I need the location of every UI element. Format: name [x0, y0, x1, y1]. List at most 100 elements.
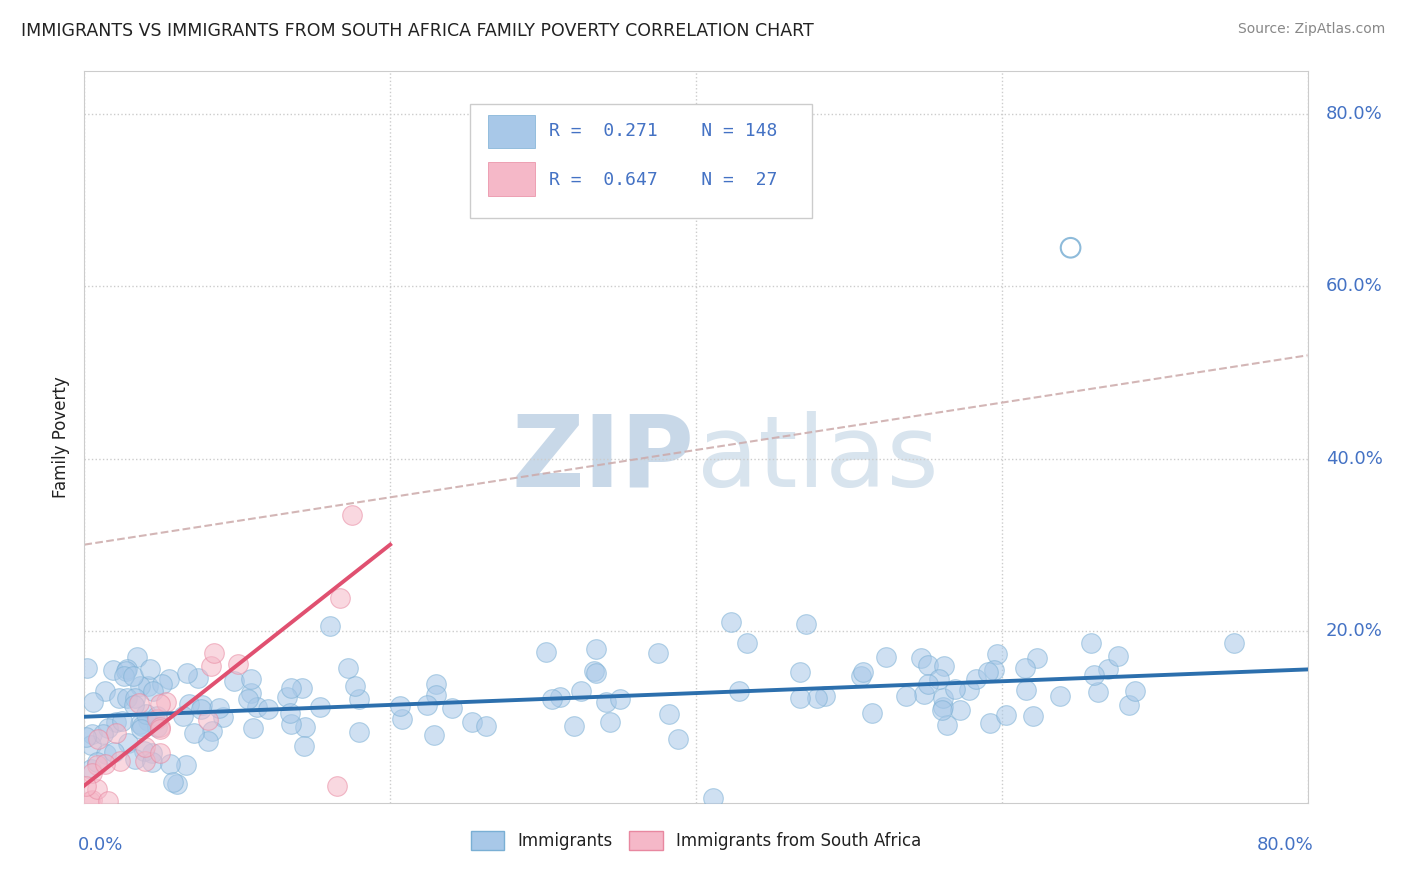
Point [86, 755, 108, 769]
Point [1107, 649, 1129, 664]
Point [548, 690, 571, 704]
Text: 80.0%: 80.0% [1257, 836, 1313, 854]
Point [569, 684, 592, 698]
Point [128, 679, 150, 693]
Point [127, 650, 149, 665]
Point [806, 691, 828, 706]
Point [111, 714, 134, 728]
Point [246, 700, 269, 714]
Point [122, 698, 145, 713]
Point [226, 657, 249, 672]
Point [141, 684, 163, 698]
Point [852, 665, 875, 679]
Point [131, 719, 153, 733]
Point [141, 746, 163, 760]
Point [423, 728, 446, 742]
Point [979, 715, 1001, 730]
Point [647, 646, 669, 660]
Point [389, 699, 412, 714]
Point [155, 695, 177, 709]
Point [932, 699, 955, 714]
Point [143, 714, 166, 728]
Point [849, 669, 872, 683]
Point [115, 661, 138, 675]
Point [325, 779, 347, 793]
Text: R =  0.647    N =  27: R = 0.647 N = 27 [550, 170, 778, 188]
Point [97, 794, 120, 808]
Point [1118, 698, 1140, 713]
Point [875, 650, 897, 665]
Point [108, 754, 131, 768]
Point [172, 708, 194, 723]
Point [416, 698, 439, 713]
Point [1083, 668, 1105, 682]
Point [425, 677, 447, 691]
Point [319, 618, 342, 632]
Point [82, 695, 104, 709]
Point [101, 663, 124, 677]
Text: Source: ZipAtlas.com: Source: ZipAtlas.com [1237, 22, 1385, 37]
Point [149, 746, 172, 760]
Point [202, 646, 225, 660]
Point [910, 650, 932, 665]
Point [936, 717, 959, 731]
Point [240, 686, 263, 700]
Point [166, 777, 188, 791]
FancyBboxPatch shape [470, 104, 813, 218]
Point [132, 744, 155, 758]
FancyBboxPatch shape [488, 162, 534, 195]
Text: 60.0%: 60.0% [1326, 277, 1382, 295]
Point [79, 739, 101, 753]
Point [242, 721, 264, 735]
Point [104, 726, 127, 740]
Point [197, 733, 219, 747]
Point [183, 726, 205, 740]
Point [134, 755, 156, 769]
Point [943, 681, 966, 696]
Text: IMMIGRANTS VS IMMIGRANTS FROM SOUTH AFRICA FAMILY POVERTY CORRELATION CHART: IMMIGRANTS VS IMMIGRANTS FROM SOUTH AFRI… [21, 22, 814, 40]
Point [1059, 241, 1081, 255]
Point [294, 720, 316, 734]
Point [201, 723, 224, 738]
Point [541, 692, 564, 706]
Point [917, 676, 939, 690]
Point [86, 781, 108, 796]
Point [208, 700, 231, 714]
Point [609, 692, 631, 706]
Point [1015, 682, 1038, 697]
Point [80, 762, 103, 776]
Point [177, 697, 200, 711]
Point [595, 695, 617, 709]
Y-axis label: Family Poverty: Family Poverty [52, 376, 70, 498]
Point [280, 681, 302, 696]
Text: ZIP: ZIP [512, 410, 695, 508]
Point [124, 691, 146, 706]
Point [931, 703, 953, 717]
Point [309, 699, 332, 714]
Point [134, 739, 156, 754]
Point [735, 635, 758, 649]
Legend: Immigrants, Immigrants from South Africa: Immigrants, Immigrants from South Africa [464, 824, 928, 856]
Point [658, 706, 681, 721]
Point [112, 669, 135, 683]
Point [391, 712, 413, 726]
Point [149, 697, 172, 711]
Point [1080, 636, 1102, 650]
Point [212, 710, 235, 724]
Point [562, 719, 585, 733]
Point [702, 791, 724, 805]
Point [932, 658, 955, 673]
Point [276, 690, 298, 705]
Point [340, 508, 363, 522]
Point [292, 739, 315, 754]
Point [329, 591, 352, 606]
Point [461, 714, 484, 729]
Point [149, 723, 172, 737]
Point [136, 714, 159, 729]
Point [336, 661, 359, 675]
Point [1097, 662, 1119, 676]
Point [128, 717, 150, 731]
Point [1014, 661, 1036, 675]
Point [932, 690, 955, 705]
Point [986, 647, 1008, 661]
